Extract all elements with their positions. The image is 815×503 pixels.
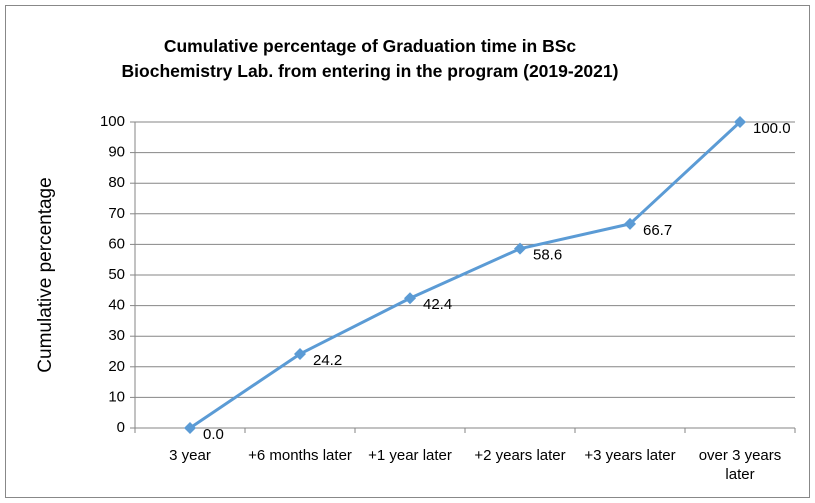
y-tick-label: 80 xyxy=(108,174,125,191)
y-tick-label: 20 xyxy=(108,358,125,375)
x-tick-label: over 3 years later xyxy=(698,447,782,483)
chart-title: Cumulative percentage of Graduation time… xyxy=(121,36,619,81)
point-marker xyxy=(624,217,636,230)
y-tick-label: 70 xyxy=(108,205,125,222)
x-tick-label: +1 year later xyxy=(368,447,452,464)
x-tick-label: +6 months later xyxy=(248,447,352,464)
y-tick-label: 40 xyxy=(108,297,125,314)
y-axis-label: Cumulative percentage xyxy=(35,177,56,373)
point-marker xyxy=(294,347,306,360)
point-marker xyxy=(184,422,196,434)
data-label: 58.6 xyxy=(533,247,562,264)
y-tick-label: 30 xyxy=(108,327,125,344)
x-tick-label: +3 years later xyxy=(584,447,676,464)
y-tick-label: 60 xyxy=(108,235,125,252)
point-marker xyxy=(404,292,416,305)
data-label: 24.2 xyxy=(313,352,342,369)
chart-border xyxy=(5,5,810,498)
y-tick-label: 50 xyxy=(108,266,125,283)
x-tick-label: +2 years later xyxy=(474,447,566,464)
y-tick-label: 90 xyxy=(108,144,125,161)
y-tick-label: 10 xyxy=(108,388,125,405)
y-tick-label: 0 xyxy=(117,419,125,436)
x-tick-label: 3 year xyxy=(169,447,211,464)
data-label: 66.7 xyxy=(643,222,672,239)
point-marker xyxy=(734,116,746,128)
series-line xyxy=(189,120,742,430)
point-marker xyxy=(514,242,526,255)
data-label: 0.0 xyxy=(203,426,224,443)
data-label: 100.0 xyxy=(753,120,791,137)
y-tick-label: 100 xyxy=(100,113,125,130)
data-label: 42.4 xyxy=(423,296,452,313)
